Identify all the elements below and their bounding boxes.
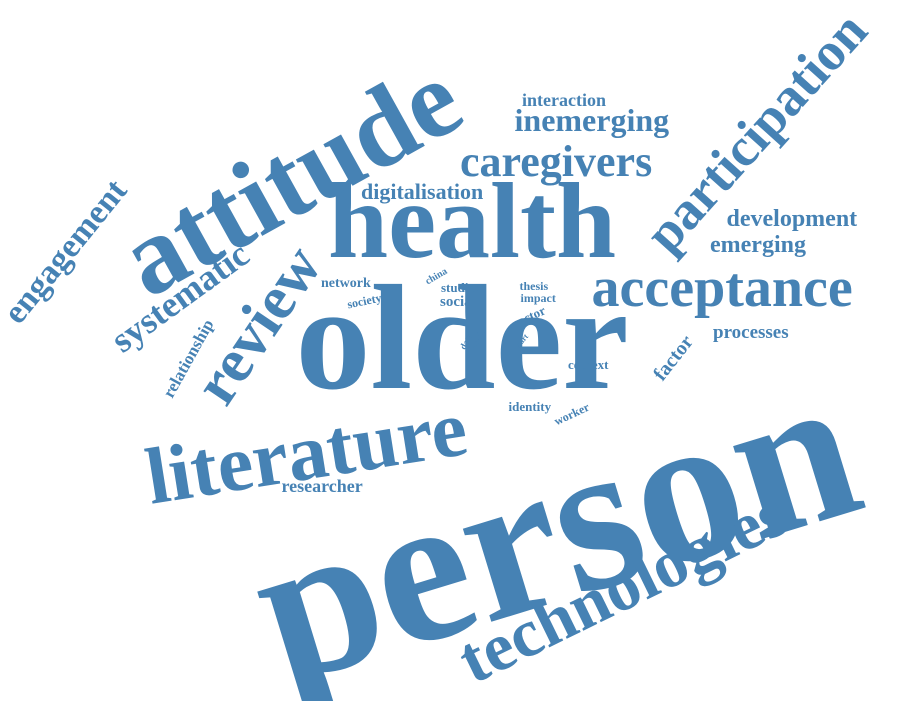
word-digitalisation: digitalisation <box>361 179 484 204</box>
word-identity: identity <box>508 398 552 414</box>
word-social: social <box>440 293 476 310</box>
word-processes: processes <box>713 321 789 343</box>
word-development: development <box>726 206 858 232</box>
word-health: health <box>328 162 617 281</box>
word-caregivers: caregivers <box>460 137 653 186</box>
word-impact: impact <box>520 291 556 305</box>
word-studies: studies <box>441 279 480 295</box>
word-thesis: thesis <box>519 279 549 293</box>
word-older: older <box>295 255 629 421</box>
word-context: context <box>568 356 609 372</box>
word-network: network <box>321 276 371 291</box>
word-emerging: emerging <box>710 232 806 258</box>
word-acceptance: acceptance <box>591 257 853 319</box>
word-engagement: engagement <box>0 172 135 331</box>
word-interaction: interaction <box>522 90 606 110</box>
word-researcher: researcher <box>281 476 363 496</box>
word-inemerging: inemerging <box>514 102 670 138</box>
